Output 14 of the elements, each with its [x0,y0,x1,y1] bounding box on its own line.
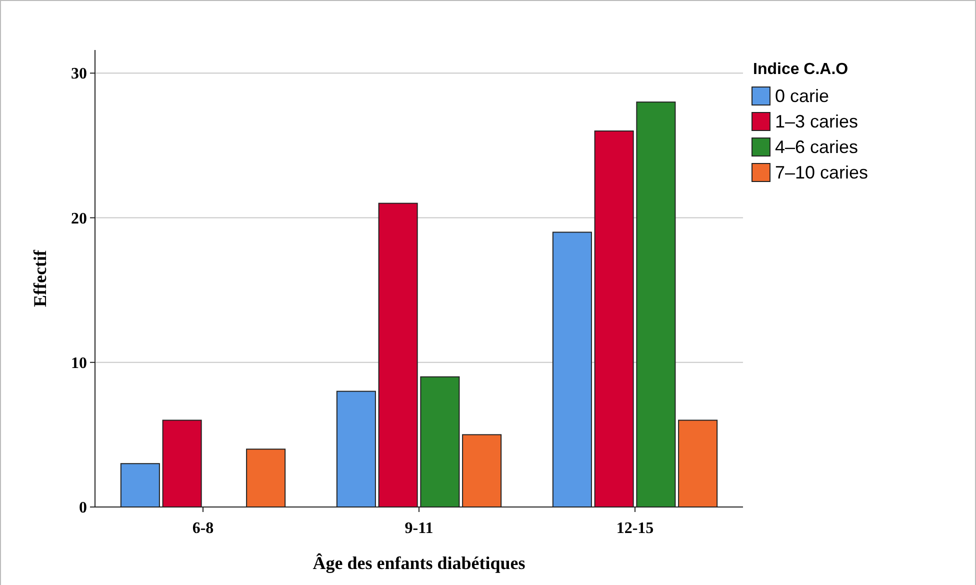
y-tick-label: 10 [71,354,87,372]
x-tick-label: 12-15 [616,520,654,537]
y-tick-label: 0 [79,500,87,517]
y-tick-label: 30 [71,66,87,83]
legend-label: 7–10 caries [775,162,868,182]
legend-label: 4–6 caries [775,137,858,157]
x-axis-title: Âge des enfants diabétiques [312,553,526,573]
y-tick-label: 20 [71,210,87,228]
legend-title: Indice C.A.O [753,61,848,78]
x-tick-label: 9-11 [404,520,434,537]
x-tick-label: 6-8 [192,520,214,537]
legend-label: 0 carie [775,86,830,106]
y-axis-title: Effectif [30,249,50,307]
legend-label: 1–3 caries [775,112,858,132]
